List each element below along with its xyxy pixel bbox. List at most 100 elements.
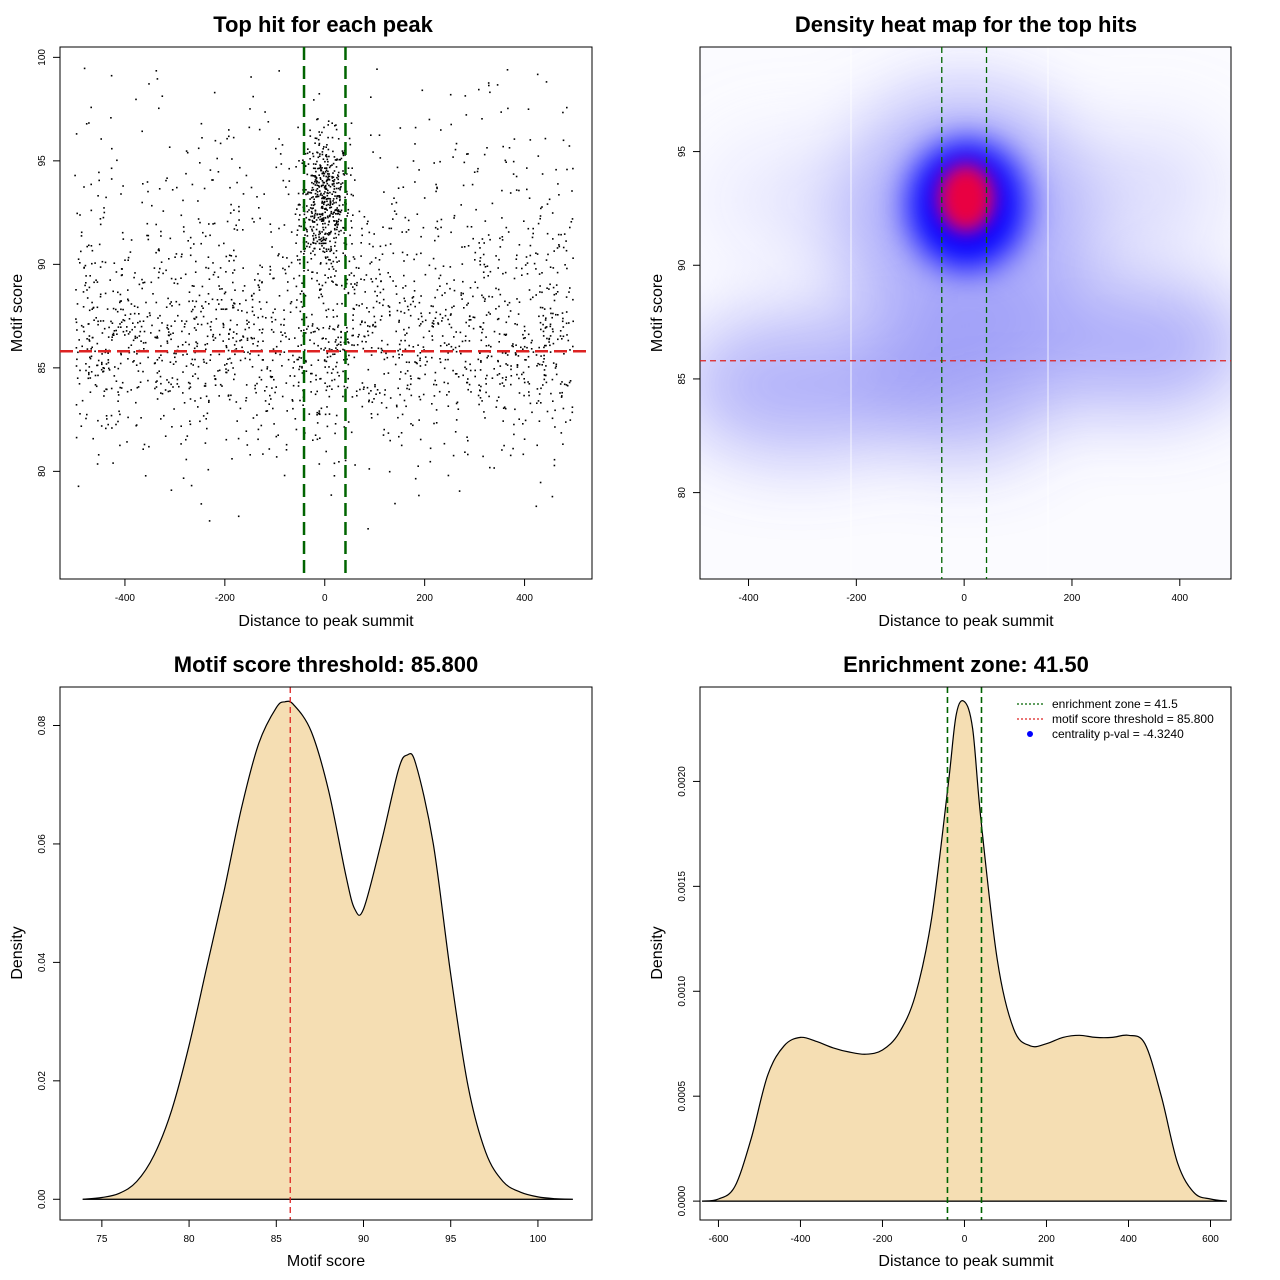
- scatter-point: [228, 254, 231, 257]
- scatter-point: [409, 375, 412, 377]
- scatter-point: [442, 265, 445, 267]
- scatter-point: [320, 293, 322, 296]
- scatter-point: [191, 183, 194, 186]
- scatter-point: [450, 345, 453, 348]
- scatter-point: [569, 226, 571, 229]
- heatmap-x-label: Distance to peak summit: [878, 613, 1054, 630]
- scatter-point: [361, 303, 363, 305]
- scatter-point: [229, 328, 231, 331]
- scatter-point: [405, 405, 407, 408]
- scatter-point: [120, 326, 122, 328]
- scatter-point: [204, 385, 207, 387]
- scatter-point: [443, 342, 446, 344]
- scatter-point: [306, 152, 309, 155]
- scatter-point: [79, 214, 81, 216]
- scatter-point: [447, 474, 450, 477]
- scatter-point: [552, 362, 555, 364]
- scatter-point: [190, 310, 193, 313]
- scatter-point: [483, 263, 486, 266]
- scatter-point: [562, 335, 565, 338]
- scatter-point: [295, 306, 298, 309]
- scatter-point: [166, 379, 168, 381]
- scatter-point: [285, 449, 288, 451]
- scatter-point: [339, 199, 341, 202]
- scatter-point: [207, 267, 210, 270]
- scatter-point: [182, 477, 185, 479]
- scatter-point: [188, 333, 190, 335]
- scatter-point: [299, 258, 301, 261]
- scatter-point: [497, 396, 500, 398]
- scatter-point: [382, 304, 384, 307]
- scatter-point: [320, 242, 323, 245]
- scatter-point: [395, 213, 398, 215]
- scatter-point: [169, 361, 172, 363]
- scatter-point: [154, 336, 156, 339]
- scatter-point: [282, 256, 284, 258]
- distance-density-plot-frame: [699, 686, 1232, 1221]
- scatter-point: [112, 290, 114, 293]
- scatter-point: [325, 180, 328, 183]
- scatter-point: [200, 310, 202, 313]
- scatter-point: [334, 228, 336, 231]
- scatter-point: [246, 337, 249, 340]
- scatter-point: [333, 328, 336, 331]
- scatter-point: [532, 227, 534, 230]
- scatter-point: [310, 192, 313, 194]
- scatter-point: [343, 232, 345, 234]
- scatter-point: [507, 231, 510, 233]
- scatter-point: [214, 384, 217, 386]
- scatter-point: [329, 200, 332, 203]
- scatter-point: [320, 240, 323, 242]
- scatter-point: [235, 348, 238, 350]
- scatter-point: [432, 320, 435, 322]
- x-tick-label: 0: [961, 593, 967, 604]
- scatter-point: [325, 154, 328, 156]
- scatter-point: [127, 259, 129, 261]
- scatter-point: [365, 341, 367, 343]
- scatter-point: [161, 359, 163, 362]
- scatter-point: [416, 354, 419, 357]
- scatter-point: [96, 364, 98, 367]
- scatter-point: [283, 318, 286, 321]
- scatter-point: [448, 323, 451, 326]
- scatter-point: [216, 299, 219, 301]
- x-tick-label: 100: [530, 1234, 547, 1245]
- scatter-point: [544, 319, 547, 321]
- scatter-point: [189, 247, 192, 249]
- scatter-point: [356, 394, 358, 397]
- scatter-point: [312, 250, 314, 252]
- scatter-point: [180, 214, 183, 217]
- scatter-point: [87, 323, 90, 325]
- scatter-point: [314, 137, 317, 139]
- scatter-point: [395, 404, 398, 407]
- scatter-point: [88, 309, 91, 312]
- scatter-point: [339, 341, 342, 343]
- scatter-point: [191, 300, 194, 302]
- scatter-point: [312, 155, 315, 158]
- scatter-point: [516, 373, 518, 376]
- scatter-point: [220, 299, 223, 301]
- scatter-point: [174, 356, 176, 359]
- scatter-point: [318, 167, 320, 170]
- scatter-point: [292, 354, 294, 357]
- scatter-point: [261, 328, 264, 331]
- scatter-point: [368, 325, 371, 328]
- scatter-point: [219, 142, 222, 145]
- scatter-point: [525, 359, 527, 361]
- scatter-point: [548, 198, 551, 201]
- scatter-point: [313, 342, 315, 345]
- scatter-point: [250, 336, 253, 339]
- scatter-point: [524, 359, 526, 361]
- scatter-point: [249, 108, 251, 110]
- scatter-point: [228, 338, 230, 340]
- scatter-point: [334, 341, 337, 343]
- scatter-point: [193, 285, 195, 287]
- scatter-point: [167, 390, 170, 393]
- scatter-point: [392, 280, 394, 282]
- scatter-point: [395, 330, 397, 333]
- scatter-point: [310, 174, 313, 177]
- scatter-point: [342, 152, 344, 154]
- scatter-point: [314, 179, 317, 181]
- scatter-point: [294, 213, 297, 215]
- scatter-point: [529, 254, 532, 257]
